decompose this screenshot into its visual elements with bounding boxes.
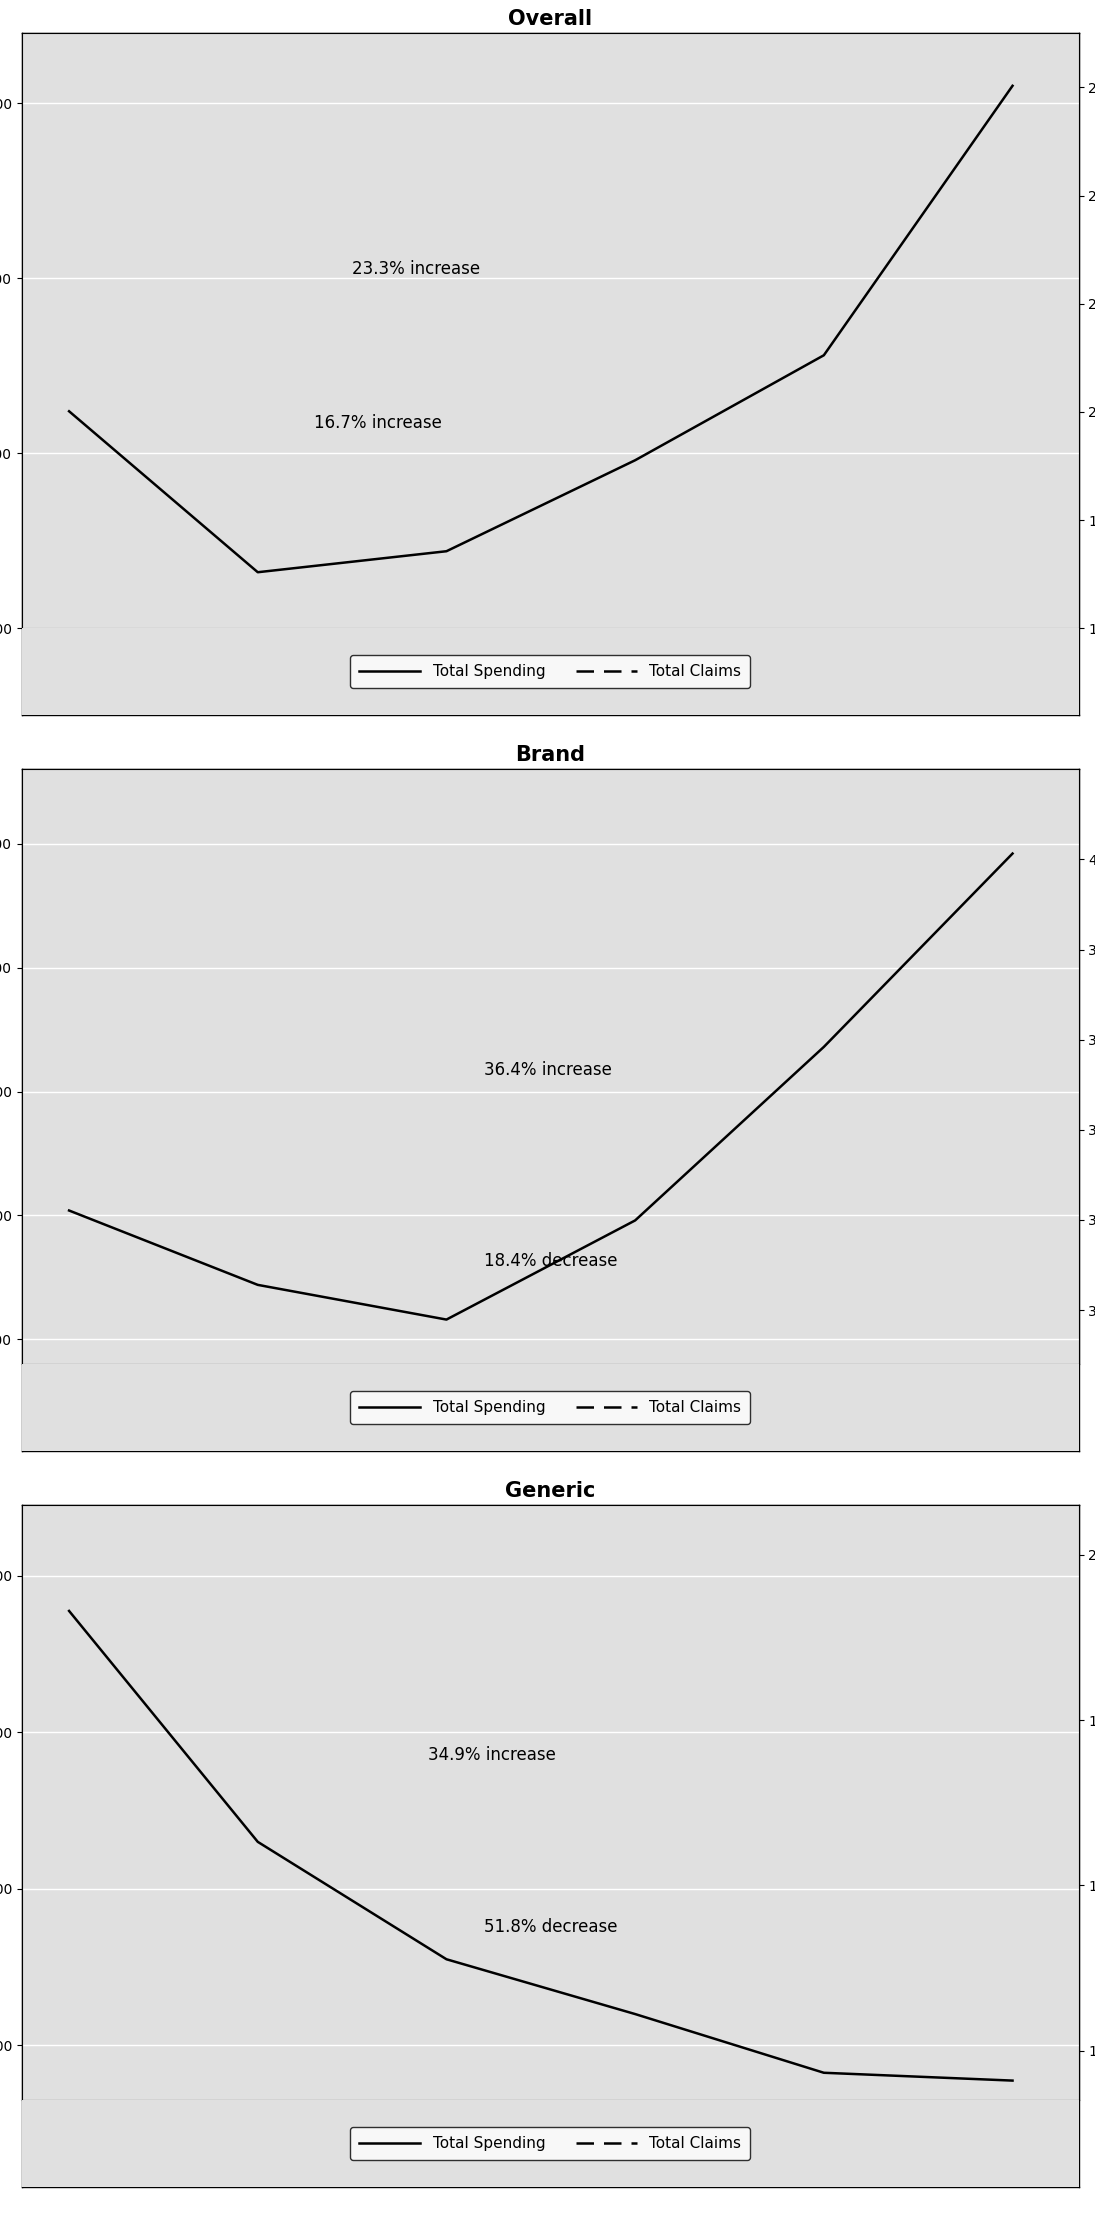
Total Spending	[251, 559, 264, 586]
Total Spending	[1006, 73, 1019, 100]
Text: B: B	[33, 779, 47, 799]
Total Claims	[440, 1818, 453, 1845]
Text: 51.8% decrease: 51.8% decrease	[484, 1918, 618, 1936]
Total Claims	[62, 2038, 76, 2065]
X-axis label: Year: Year	[534, 1394, 566, 1407]
Line: Total Claims: Total Claims	[69, 93, 1013, 564]
Total Spending	[817, 1035, 830, 1061]
Text: 36.4% increase: 36.4% increase	[484, 1061, 612, 1079]
Total Spending	[817, 2060, 830, 2087]
Total Spending	[629, 446, 642, 473]
Total Spending	[62, 1197, 76, 1223]
Total Claims	[62, 841, 76, 868]
Total Claims	[1006, 80, 1019, 107]
Total Claims	[251, 1860, 264, 1887]
Total Claims	[629, 1296, 642, 1323]
Total Claims	[440, 1296, 453, 1323]
Total Spending	[62, 397, 76, 424]
Text: 18.4% decrease: 18.4% decrease	[484, 1252, 618, 1270]
Title: Generic: Generic	[505, 1481, 596, 1501]
Total Spending	[440, 1305, 453, 1332]
Total Spending	[251, 1272, 264, 1299]
Legend: Total Spending, Total Claims: Total Spending, Total Claims	[350, 1390, 750, 1423]
Total Claims	[251, 1239, 264, 1265]
Title: Overall: Overall	[508, 9, 592, 29]
Line: Total Spending: Total Spending	[69, 87, 1013, 573]
Total Spending	[629, 1208, 642, 1234]
Text: C: C	[33, 1516, 47, 1534]
Line: Total Spending: Total Spending	[69, 1612, 1013, 2080]
Total Spending	[817, 342, 830, 369]
Total Spending	[1006, 839, 1019, 866]
Text: 16.7% increase: 16.7% increase	[314, 415, 442, 433]
Legend: Total Spending, Total Claims: Total Spending, Total Claims	[350, 2127, 750, 2160]
Line: Total Spending: Total Spending	[69, 852, 1013, 1319]
Total Claims	[629, 1752, 642, 1778]
Total Claims	[629, 302, 642, 329]
Title: Brand: Brand	[516, 746, 585, 766]
Total Claims	[817, 1669, 830, 1696]
Line: Total Claims: Total Claims	[69, 855, 1013, 1310]
Total Claims	[251, 426, 264, 453]
X-axis label: Year: Year	[534, 2129, 566, 2145]
Total Spending	[251, 1829, 264, 1856]
Total Claims	[62, 551, 76, 577]
Total Spending	[440, 537, 453, 564]
Total Claims	[817, 215, 830, 242]
Total Claims	[440, 377, 453, 404]
X-axis label: Year: Year	[534, 657, 566, 673]
Total Claims	[1006, 1587, 1019, 1614]
Text: A: A	[33, 44, 47, 62]
Line: Total Claims: Total Claims	[69, 1601, 1013, 2051]
Text: 34.9% increase: 34.9% increase	[427, 1745, 555, 1763]
Total Spending	[440, 1947, 453, 1974]
Total Spending	[62, 1598, 76, 1625]
Total Claims	[1006, 1197, 1019, 1223]
Total Spending	[1006, 2067, 1019, 2093]
Text: 23.3% increase: 23.3% increase	[353, 260, 481, 278]
Total Claims	[817, 1274, 830, 1301]
Total Spending	[629, 2000, 642, 2027]
Legend: Total Spending, Total Claims: Total Spending, Total Claims	[350, 655, 750, 688]
